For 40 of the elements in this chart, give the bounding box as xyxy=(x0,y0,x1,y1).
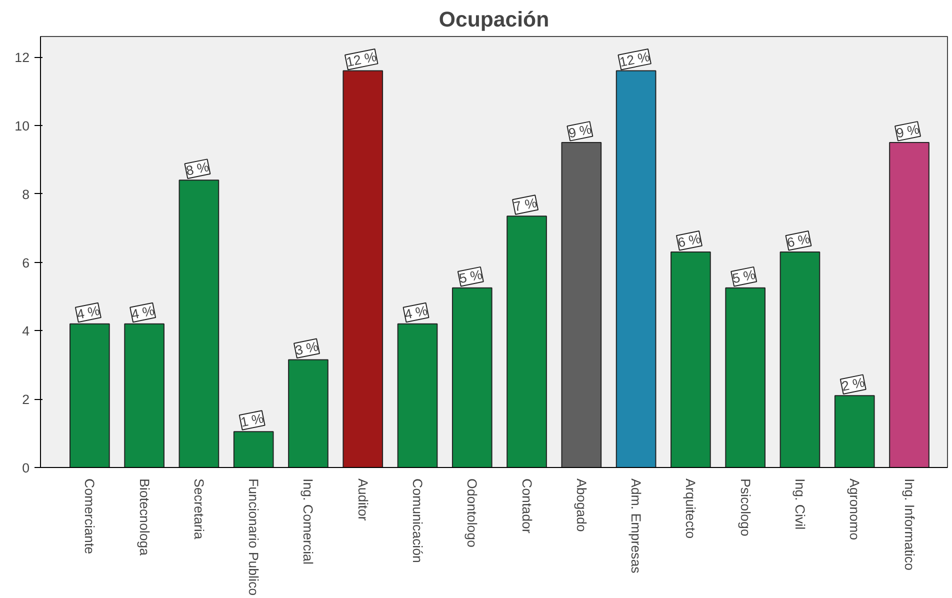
x-tick-label: Ing. Civil xyxy=(792,478,808,530)
data-label: 5 % xyxy=(731,266,757,286)
data-label: 9 % xyxy=(567,122,593,141)
data-label: 1 % xyxy=(239,410,265,430)
x-tick-label: Agronomo xyxy=(847,478,862,540)
x-tick-label: Abogado xyxy=(574,478,589,532)
x-tick-label: Comerciante xyxy=(82,478,98,554)
data-label: 8 % xyxy=(184,159,210,178)
x-tick-label: Ing. Informatico xyxy=(902,478,917,570)
y-tick-label: 6 xyxy=(22,255,30,270)
data-label: 12 % xyxy=(618,48,652,70)
data-label: 4 % xyxy=(130,302,156,322)
x-tick-label: Contador xyxy=(519,478,534,534)
x-tick-label: Biotecnologa xyxy=(136,478,152,556)
x-tick-label: Odontologo xyxy=(464,478,480,548)
data-label: 4 % xyxy=(75,302,102,322)
data-label: 2 % xyxy=(840,374,866,394)
y-tick-label: 2 xyxy=(22,392,30,408)
y-tick-label: 8 xyxy=(22,186,30,202)
x-tick-label: Secretaria xyxy=(191,478,206,540)
data-label: 6 % xyxy=(786,230,812,250)
data-label: 12 % xyxy=(345,48,378,70)
x-tick-label: Arquitecto xyxy=(683,478,698,539)
data-label: 9 % xyxy=(895,122,921,141)
x-tick-label: Ing. Comercial xyxy=(300,478,316,564)
data-label: 3 % xyxy=(294,338,320,358)
x-tick-label: Psicologo xyxy=(738,478,753,536)
x-tick-label: Adm. Empresas xyxy=(628,478,644,574)
data-label: 4 % xyxy=(403,302,429,322)
y-tick-label: 10 xyxy=(14,118,30,134)
data-label: 6 % xyxy=(676,230,702,250)
y-tick-label: 4 xyxy=(22,324,30,339)
y-tick-label: 0 xyxy=(22,460,30,476)
data-label: 7 % xyxy=(512,195,538,214)
chart-title: Ocupación xyxy=(438,8,550,32)
x-tick-label: Comunicación xyxy=(410,478,426,563)
x-tick-label: Auditor xyxy=(355,478,370,522)
x-tick-label: Funcionario Publico xyxy=(246,478,262,596)
y-tick-label: 12 xyxy=(14,50,30,66)
data-label: 5 % xyxy=(458,266,484,286)
